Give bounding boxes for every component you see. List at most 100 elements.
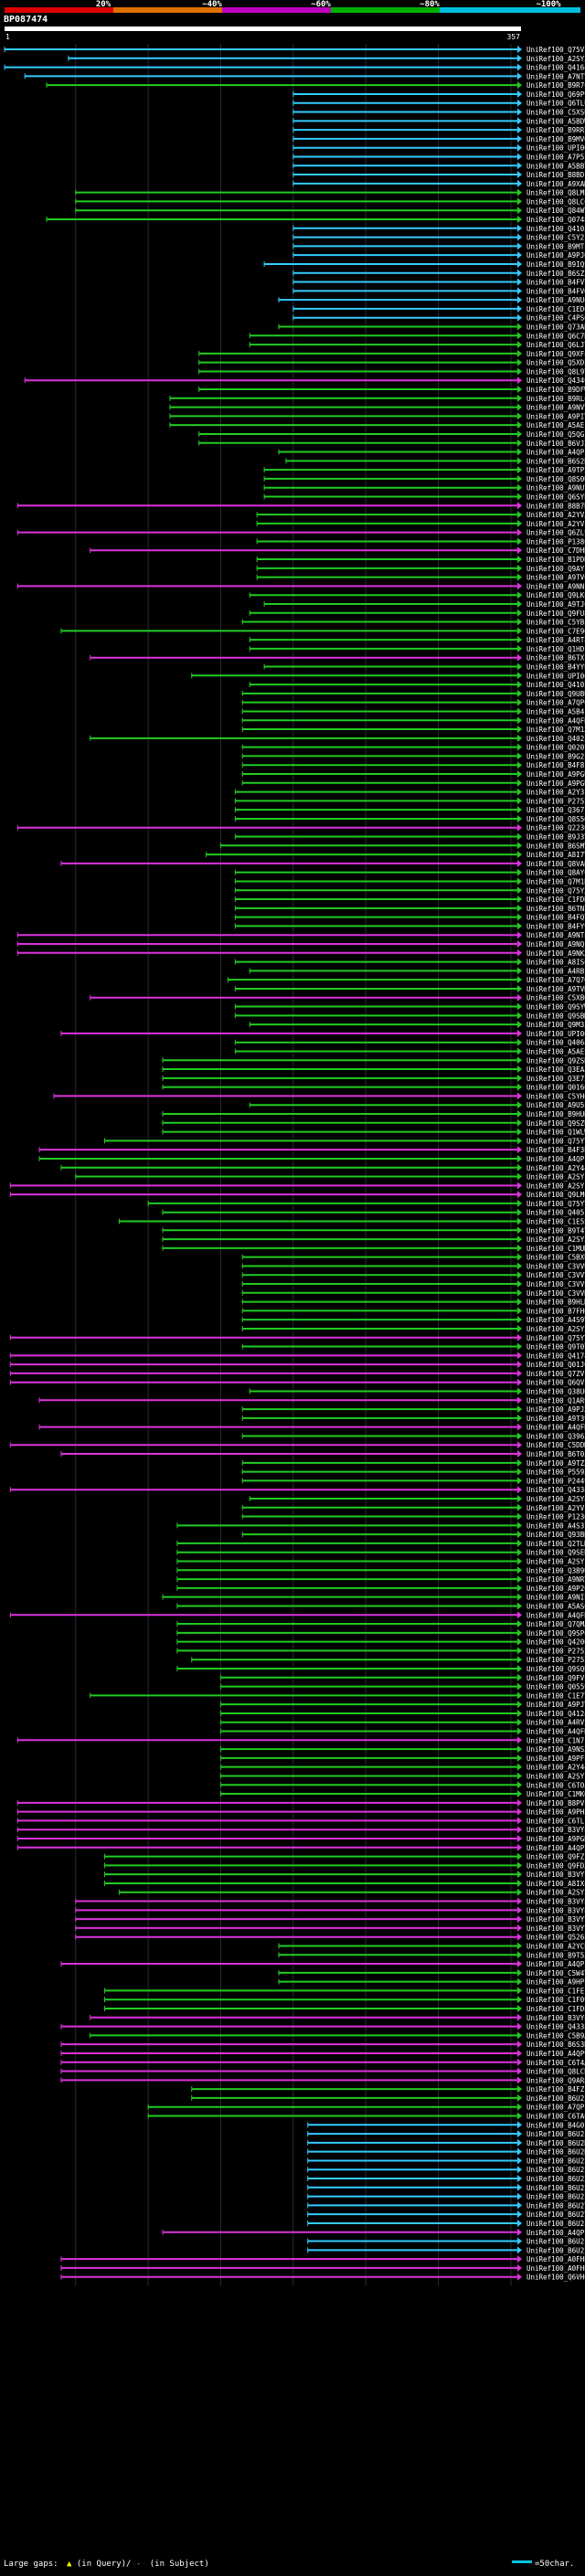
hit-label[interactable]: UniRef100_B9MVQ2 bbox=[526, 135, 585, 143]
hit-label[interactable]: UniRef100_A2SY50 bbox=[526, 1889, 585, 1897]
hit-label[interactable]: UniRef100_A5B4F0 bbox=[526, 707, 585, 716]
hit-label[interactable]: UniRef100_B9HUD0 bbox=[526, 1110, 585, 1118]
hit-row[interactable]: UniRef100_A9PGD4 bbox=[16, 1835, 585, 1843]
hit-label[interactable]: UniRef100_P24494 bbox=[526, 1477, 585, 1485]
hit-row[interactable]: UniRef100_A2SY39 bbox=[162, 1235, 585, 1244]
hit-row[interactable]: UniRef100_Q5QGL2 bbox=[198, 429, 585, 439]
hit-row[interactable]: UniRef100_C4PS08 bbox=[292, 313, 585, 323]
hit-row[interactable]: UniRef100_Q8LCR7 bbox=[60, 2067, 585, 2076]
hit-label[interactable]: UniRef100_B6U2Z1 bbox=[526, 2175, 585, 2183]
hit-label[interactable]: UniRef100_B9J3V0 bbox=[526, 833, 585, 842]
hit-row[interactable]: UniRef100_C1MUM8 bbox=[162, 1244, 585, 1253]
hit-row[interactable]: UniRef100_Q52688 bbox=[75, 1933, 585, 1942]
hit-row[interactable]: UniRef100_B6U2Z5 bbox=[307, 2219, 585, 2228]
hit-label[interactable]: UniRef100_C1MKG2 bbox=[526, 1790, 585, 1798]
hit-label[interactable]: UniRef100_B3VY74 bbox=[526, 1915, 585, 1924]
hit-label[interactable]: UniRef100_Q01667 bbox=[526, 1084, 585, 1092]
hit-label[interactable]: UniRef100_Q9LM02 bbox=[526, 1191, 585, 1199]
hit-row[interactable]: UniRef100_A4RV22 bbox=[219, 1718, 585, 1727]
hit-row[interactable]: UniRef100_C5YB56 bbox=[241, 618, 585, 627]
hit-label[interactable]: UniRef100_C5BXU4 bbox=[526, 1254, 585, 1262]
hit-row[interactable]: UniRef100_B9RR76 bbox=[292, 126, 585, 134]
hit-label[interactable]: UniRef100_B6S3N3 bbox=[526, 2041, 585, 2049]
hit-row[interactable]: UniRef100_C1E7Y4 bbox=[90, 1691, 585, 1700]
hit-label[interactable]: UniRef100_A2YCB9 bbox=[526, 1942, 585, 1950]
hit-label[interactable]: UniRef100_B6U2Z3 bbox=[526, 2094, 585, 2103]
hit-row[interactable]: UniRef100_A9NRY9 bbox=[176, 1575, 585, 1584]
hit-label[interactable]: UniRef100_C1EDC9 bbox=[526, 305, 585, 313]
hit-row[interactable]: UniRef100_C5BXU4 bbox=[241, 1253, 585, 1262]
hit-row[interactable]: UniRef100_A5AS00 bbox=[176, 1602, 585, 1610]
hit-label[interactable]: UniRef100_Q9T0T3 bbox=[526, 1343, 585, 1352]
hit-label[interactable]: UniRef100_C7E908 bbox=[526, 627, 585, 635]
hit-row[interactable]: UniRef100_Q22303 bbox=[16, 823, 585, 832]
hit-label[interactable]: UniRef100_Q36718 bbox=[526, 806, 585, 814]
hit-label[interactable]: UniRef100_B4FVG9 bbox=[526, 287, 585, 295]
hit-row[interactable]: UniRef100_C1F092 bbox=[104, 1996, 585, 2004]
hit-row[interactable]: UniRef100_C5W4T7 bbox=[278, 1968, 585, 1977]
hit-row[interactable]: UniRef100_A7QP17 bbox=[147, 2103, 585, 2112]
hit-row[interactable]: UniRef100_C5YH63 bbox=[53, 1092, 585, 1100]
hit-label[interactable]: UniRef100_B6TXL9 bbox=[526, 654, 585, 663]
hit-label[interactable]: UniRef100_B6U2Z0 bbox=[526, 2166, 585, 2174]
hit-label[interactable]: UniRef100_Q75YX4 bbox=[526, 886, 585, 895]
hit-row[interactable]: UniRef100_B6SMV5 bbox=[219, 842, 585, 850]
hit-label[interactable]: UniRef100_C1F092 bbox=[526, 1996, 585, 2004]
hit-row[interactable]: UniRef100_Q9T0T3 bbox=[241, 1342, 585, 1352]
hit-row[interactable]: UniRef100_Q6TLU9 bbox=[292, 99, 585, 108]
hit-label[interactable]: UniRef100_A9NN10 bbox=[526, 582, 585, 590]
hit-row[interactable]: UniRef100_A4S9V4 bbox=[241, 1316, 585, 1324]
hit-label[interactable]: UniRef100_Q75YY6 bbox=[526, 1137, 585, 1145]
hit-label[interactable]: UniRef100_C1FDR4 bbox=[526, 896, 585, 904]
hit-label[interactable]: UniRef100_B3VY72 bbox=[526, 1924, 585, 1933]
hit-label[interactable]: UniRef100_B6U2Z4 bbox=[526, 2130, 585, 2138]
hit-row[interactable]: UniRef100_Q9LM02 bbox=[9, 1191, 585, 1199]
hit-row[interactable]: UniRef100_A4QP12 bbox=[162, 2228, 585, 2237]
hit-row[interactable]: UniRef100_B6U2Z6 bbox=[307, 2157, 585, 2165]
hit-row[interactable]: UniRef100_Q07489 bbox=[46, 216, 585, 224]
hit-label[interactable]: UniRef100_Q5XD39 bbox=[526, 359, 585, 367]
hit-label[interactable]: UniRef100_C4PS08 bbox=[526, 314, 585, 323]
hit-label[interactable]: UniRef100_C6TOJ3 bbox=[526, 1781, 585, 1789]
hit-label[interactable]: UniRef100_UPI000.. bbox=[526, 144, 585, 153]
hit-row[interactable]: UniRef100_P12360 bbox=[241, 1512, 585, 1521]
hit-label[interactable]: UniRef100_Q8LCR7 bbox=[526, 2068, 585, 2076]
hit-label[interactable]: UniRef100_Q9XF85 bbox=[526, 350, 585, 358]
hit-label[interactable]: UniRef100_P12360 bbox=[526, 1513, 585, 1521]
hit-row[interactable]: UniRef100_B6U2Z7 bbox=[307, 2183, 585, 2192]
hit-row[interactable]: UniRef100_A8IS68 bbox=[234, 958, 585, 967]
hit-label[interactable]: UniRef100_Q7QMA0 bbox=[526, 1620, 585, 1628]
hit-row[interactable]: UniRef100_A2SY40 bbox=[249, 1494, 585, 1503]
hit-label[interactable]: UniRef100_Q9SPC5 bbox=[526, 1629, 585, 1638]
hit-label[interactable]: UniRef100_Q6SYB3 bbox=[526, 493, 585, 502]
hit-row[interactable]: UniRef100_C3VVS6 bbox=[241, 1280, 585, 1288]
hit-row[interactable]: UniRef100_A2SY17 bbox=[75, 1172, 585, 1182]
hit-row[interactable]: UniRef100_Q6SYB3 bbox=[263, 493, 585, 502]
hit-label[interactable]: UniRef100_Q43381 bbox=[526, 2023, 585, 2031]
hit-row[interactable]: UniRef100_Q9FVE3 bbox=[219, 1673, 585, 1682]
hit-label[interactable]: UniRef100_P27525 bbox=[526, 1647, 585, 1655]
hit-row[interactable]: UniRef100_B6U2Z1 bbox=[307, 2175, 585, 2183]
hit-row[interactable]: UniRef100_A4QP20 bbox=[16, 1843, 585, 1852]
hit-row[interactable]: UniRef100_Q43381 bbox=[60, 2022, 585, 2031]
hit-label[interactable]: UniRef100_B9IQS4 bbox=[526, 260, 585, 269]
hit-row[interactable]: UniRef100_Q9LKC7 bbox=[249, 591, 585, 599]
hit-label[interactable]: UniRef100_Q9FZ18 bbox=[526, 1853, 585, 1861]
hit-label[interactable]: UniRef100_A7QP17 bbox=[526, 2104, 585, 2112]
hit-label[interactable]: UniRef100_A2YV18 bbox=[526, 520, 585, 528]
hit-label[interactable]: UniRef100_B8B7R6 bbox=[526, 502, 585, 510]
hit-row[interactable]: UniRef100_Q3B9U3 bbox=[176, 1566, 585, 1574]
hit-label[interactable]: UniRef100_Q7M1K8 bbox=[526, 877, 585, 885]
hit-label[interactable]: UniRef100_P55933 bbox=[526, 1468, 585, 1477]
hit-row[interactable]: UniRef100_B3VY73 bbox=[104, 1871, 585, 1879]
hit-label[interactable]: UniRef100_A2Y441 bbox=[526, 1164, 585, 1172]
hit-row[interactable]: UniRef100_B9T4T2 bbox=[162, 1226, 585, 1235]
hit-row[interactable]: UniRef100_B6U2D9 bbox=[307, 2147, 585, 2157]
hit-label[interactable]: UniRef100_A2SY40 bbox=[526, 1495, 585, 1503]
hit-row[interactable]: UniRef100_B1PDK1 bbox=[256, 556, 585, 564]
hit-row[interactable]: UniRef100_Q75VZ0 bbox=[4, 46, 585, 54]
hit-row[interactable]: UniRef100_Q41039 bbox=[292, 224, 585, 233]
hit-row[interactable]: UniRef100_C5Y216 bbox=[292, 233, 585, 242]
hit-label[interactable]: UniRef100_Q8S5G7 bbox=[526, 815, 585, 823]
hit-label[interactable]: UniRef100_B9RR76 bbox=[526, 126, 585, 134]
